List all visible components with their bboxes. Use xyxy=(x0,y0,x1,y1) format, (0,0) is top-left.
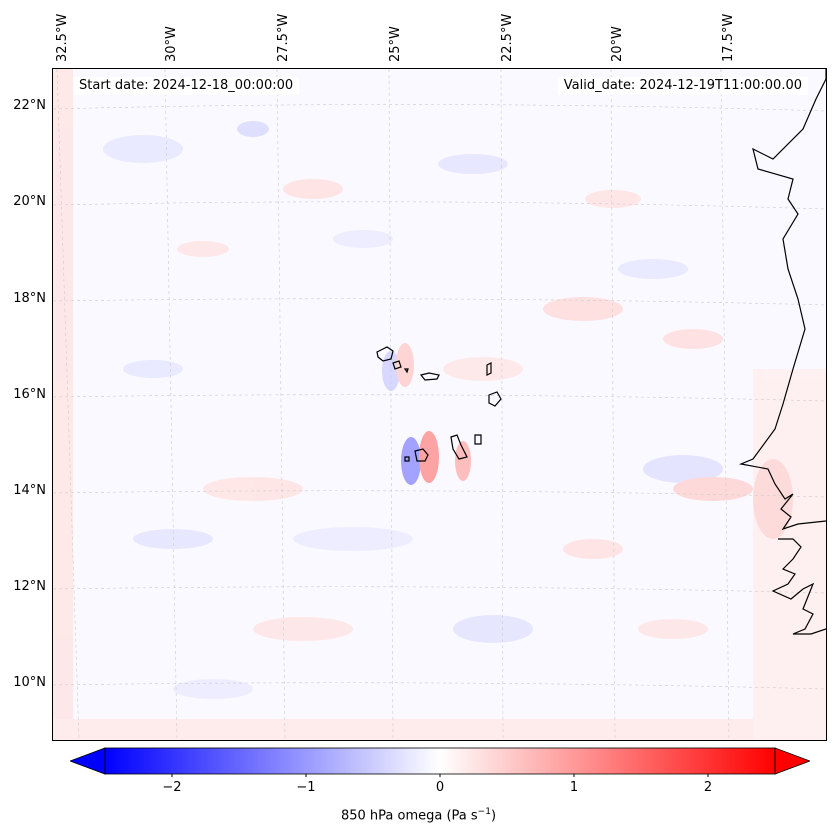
lat-label-10n: 10°N xyxy=(13,675,46,690)
colorbar-label-sup: −1 xyxy=(477,807,491,817)
start-date-label: Start date: 2024-12-18_00:00:00 xyxy=(73,77,300,95)
coastlines xyxy=(376,69,826,635)
colorbar-tick-label: 1 xyxy=(569,780,579,795)
colorbar-min-extend xyxy=(70,747,106,775)
island-fogo xyxy=(414,448,429,462)
colorbar-max-extend xyxy=(774,747,810,775)
island-sal xyxy=(486,362,492,376)
island-santiago xyxy=(450,434,468,460)
gridlines xyxy=(53,69,826,740)
lon-label-32-5w: 32.5°W xyxy=(55,13,70,62)
lat-label-14n: 14°N xyxy=(13,483,46,498)
colorbar-tick-label: −1 xyxy=(296,780,316,795)
colorbar-label-end: ) xyxy=(490,808,497,824)
colorbar-tick-label: 0 xyxy=(435,780,445,795)
omega-field xyxy=(53,69,826,740)
lat-label-16n: 16°N xyxy=(13,387,46,402)
colorbar-tick-label: 2 xyxy=(703,780,713,795)
lat-label-20n: 20°N xyxy=(13,194,46,209)
lon-label-30w: 30°W xyxy=(164,26,179,62)
africa-coast xyxy=(738,69,826,531)
colorbar-body xyxy=(104,747,776,775)
colorbar xyxy=(70,747,810,777)
lat-label-22n: 22°N xyxy=(13,98,46,113)
lat-label-12n: 12°N xyxy=(13,579,46,594)
omega-field-map xyxy=(53,69,826,740)
island-brava xyxy=(404,456,410,462)
island-sao-nicolau xyxy=(419,372,440,381)
lon-label-17-5w: 17.5°W xyxy=(721,13,736,62)
colorbar-tick-label: −2 xyxy=(162,780,182,795)
island-sao-vicente xyxy=(392,360,402,370)
lon-label-27-5w: 27.5°W xyxy=(276,13,291,62)
colorbar-ticks xyxy=(171,774,709,777)
lon-label-25w: 25°W xyxy=(388,26,403,62)
map-area: Start date: 2024-12-18_00:00:00 Valid_da… xyxy=(52,68,827,741)
island-boa-vista xyxy=(488,391,502,407)
valid-date-label: Valid_date: 2024-12-19T11:00:00.00 xyxy=(557,77,808,95)
lat-label-18n: 18°N xyxy=(13,291,46,306)
gambia-coast xyxy=(771,538,826,635)
colorbar-label-main: 850 hPa omega (Pa s xyxy=(340,808,478,824)
island-maio xyxy=(474,434,482,445)
colorbar-label: 850 hPa omega (Pa s−1) xyxy=(0,807,837,823)
lon-label-20w: 20°W xyxy=(610,26,625,62)
island-santo-antao xyxy=(376,346,394,362)
lon-label-22-5w: 22.5°W xyxy=(500,13,515,62)
island-santa-luzia xyxy=(403,368,409,374)
